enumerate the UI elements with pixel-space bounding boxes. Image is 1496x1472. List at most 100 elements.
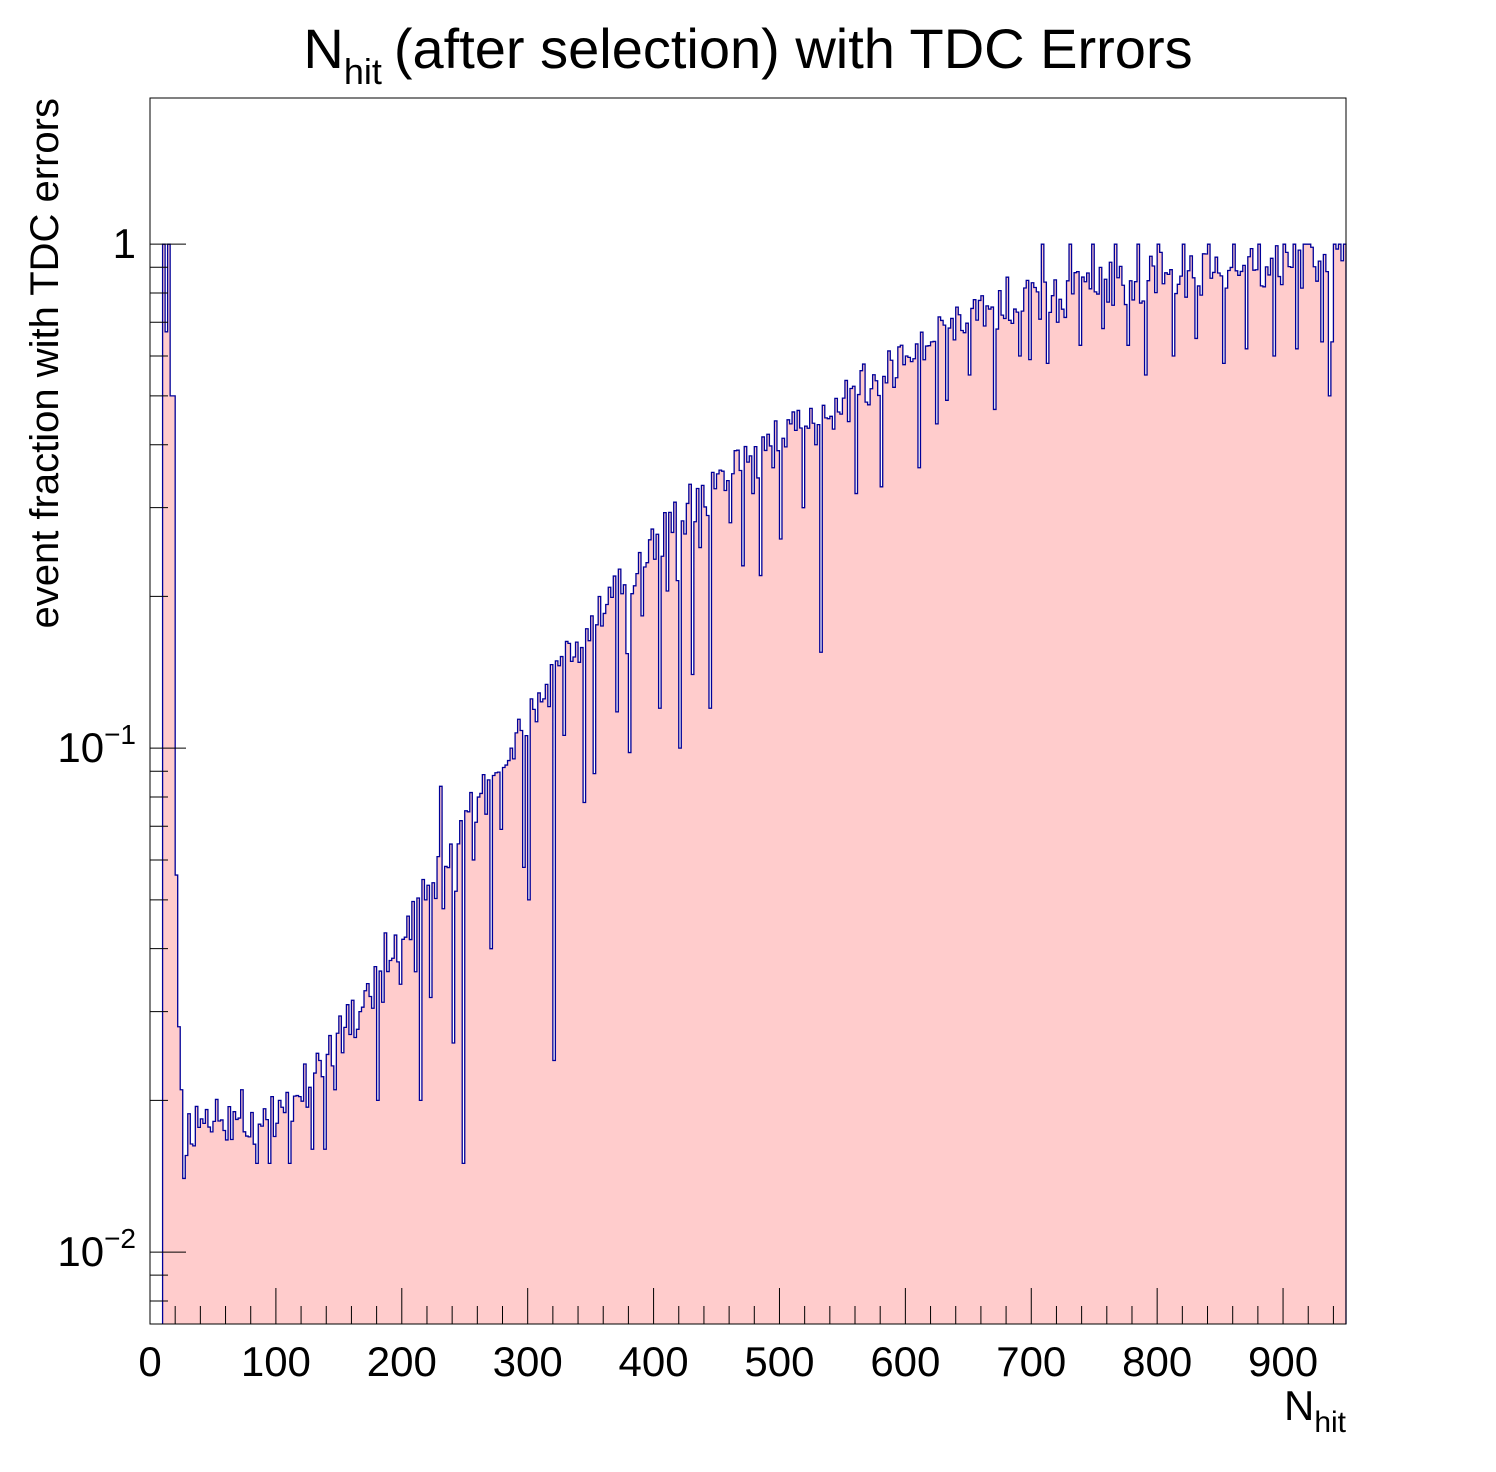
histogram-bin-127	[482, 774, 486, 1324]
histogram-bin-195	[653, 559, 657, 1324]
histogram-bin-312	[948, 328, 952, 1325]
histogram-bin-22	[217, 1120, 221, 1324]
histogram-bin-236	[756, 477, 760, 1324]
histogram-bin-265	[829, 416, 833, 1324]
histogram-bin-301	[920, 332, 924, 1324]
x-axis-label-symbol: N	[1284, 1382, 1314, 1429]
histogram-bin-339	[1016, 312, 1020, 1324]
histogram-bin-308	[938, 316, 942, 1325]
histogram-bin-377	[1111, 305, 1115, 1325]
histogram-bin-418	[1215, 257, 1218, 1325]
histogram-bin-290	[892, 387, 896, 1324]
histogram-bin-9	[185, 1155, 189, 1324]
histogram-bin-190	[640, 615, 644, 1324]
histogram-bin-36	[253, 1144, 257, 1324]
histogram-bin-427	[1237, 275, 1241, 1325]
histogram-bin-300	[917, 467, 921, 1324]
histogram-bin-281	[870, 388, 874, 1324]
histogram-bin-462	[1325, 271, 1329, 1324]
histogram-bin-284	[877, 395, 881, 1324]
histogram-bin-311	[945, 400, 949, 1324]
histogram-bin-465	[1333, 244, 1337, 1324]
y-tick-label-2: 10−2	[57, 1223, 136, 1275]
histogram-bin-253	[799, 427, 803, 1324]
histogram-bin-234	[751, 493, 755, 1325]
histogram-bin-147	[532, 709, 536, 1324]
histogram-bin-348	[1038, 319, 1042, 1325]
histogram-bin-271	[844, 380, 848, 1324]
histogram-bin-441	[1272, 355, 1276, 1324]
histogram-bin-118	[459, 820, 463, 1324]
histogram-bin-83	[371, 1008, 375, 1324]
histogram-bin-453	[1303, 244, 1307, 1324]
histogram-bin-50	[288, 1163, 292, 1324]
histogram-bin-242	[771, 467, 775, 1324]
histogram-bin-151	[542, 698, 546, 1324]
histogram-bin-137	[507, 760, 511, 1324]
histogram-bin-285	[880, 486, 884, 1325]
histogram-bin-155	[552, 1060, 556, 1324]
histogram-bin-61	[316, 1053, 320, 1324]
histogram-bin-409	[1192, 277, 1196, 1325]
histogram-bin-18	[207, 1127, 211, 1324]
histogram-bin-182	[620, 593, 624, 1324]
histogram-bin-327	[985, 305, 989, 1324]
histogram-bin-325	[980, 295, 984, 1324]
histogram-bin-5	[175, 875, 179, 1324]
histogram-bin-133	[497, 772, 501, 1324]
histogram-bin-354	[1053, 279, 1057, 1324]
histogram-bin-463	[1328, 395, 1332, 1324]
histogram-bin-315	[955, 307, 959, 1325]
histogram-bin-385	[1131, 299, 1135, 1324]
histogram-bin-274	[852, 386, 856, 1324]
histogram-bin-240	[766, 434, 770, 1325]
histogram-bin-335	[1006, 277, 1010, 1325]
histogram-bin-49	[285, 1092, 289, 1324]
histogram-bin-287	[885, 382, 889, 1324]
histogram-bin-331	[996, 329, 999, 1324]
histogram-bin-157	[557, 665, 561, 1324]
y-axis: 110−110−2	[57, 220, 186, 1302]
histogram-bin-455	[1308, 244, 1312, 1324]
x-tick-label-0: 0	[138, 1338, 161, 1385]
histogram-bin-52	[293, 1096, 297, 1324]
histogram-bin-120	[464, 810, 468, 1324]
histogram-outline-layer	[161, 243, 1347, 1324]
histogram-bin-337	[1011, 323, 1015, 1324]
x-axis: 0 100 200 300 400 500 600 700 800 900	[138, 1288, 1334, 1385]
histogram-bin-280	[867, 404, 871, 1324]
histogram-bin-416	[1210, 278, 1213, 1324]
histogram-bin-51	[291, 1121, 294, 1324]
histogram-bin-93	[396, 961, 400, 1324]
histogram-bin-180	[615, 711, 619, 1324]
histogram-bin-297	[910, 361, 914, 1324]
histogram-bin-208	[686, 503, 690, 1324]
y-axis-label: event fraction with TDC errors	[23, 98, 67, 629]
histogram-bin-272	[847, 421, 851, 1325]
histogram-bin-275	[855, 493, 858, 1325]
histogram-bin-359	[1066, 280, 1070, 1324]
histogram-bin-79	[361, 1007, 365, 1324]
histogram-bin-159	[562, 735, 566, 1324]
histogram-bin-181	[618, 569, 622, 1324]
histogram-bin-102	[419, 1100, 423, 1324]
histogram-bin-142	[520, 730, 524, 1324]
x-tick-label-800: 800	[1122, 1338, 1192, 1385]
histogram-bin-183	[623, 584, 627, 1324]
histogram-bin-396	[1159, 252, 1163, 1324]
histogram-bin-74	[348, 1034, 352, 1324]
histogram-bin-42	[268, 1163, 272, 1324]
histogram-bin-35	[250, 1112, 254, 1324]
histogram-bin-235	[754, 446, 758, 1325]
histogram-bin-238	[761, 436, 765, 1324]
histogram-bin-356	[1058, 299, 1062, 1325]
histogram-bin-146	[530, 698, 534, 1324]
histogram-bin-266	[832, 429, 836, 1324]
histogram-bin-194	[651, 529, 654, 1324]
histogram-bin-278	[862, 364, 866, 1324]
histogram-bin-333	[1001, 315, 1004, 1324]
histogram-bin-221	[719, 470, 722, 1324]
histogram-bin-391	[1147, 280, 1151, 1324]
histogram-bin-431	[1247, 256, 1251, 1324]
